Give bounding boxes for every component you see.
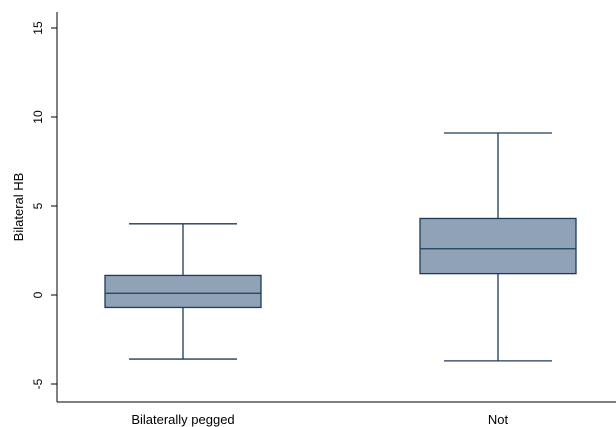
x-tick-label: Not	[488, 412, 509, 427]
y-tick-label: -5	[31, 378, 45, 389]
y-tick-label: 0	[31, 291, 45, 298]
box-series-1	[104, 223, 262, 360]
y-tick-label: 5	[31, 202, 45, 209]
y-ticks: -5 0 5 10 15	[31, 21, 57, 389]
y-tick-label: 15	[31, 21, 45, 35]
y-axis-label: Bilateral HB	[11, 173, 26, 242]
boxes-layer	[104, 132, 577, 362]
iqr-box	[419, 217, 577, 275]
iqr-box	[104, 274, 262, 309]
x-tick-labels: Bilaterally pegged Not	[131, 412, 508, 427]
x-tick-label: Bilaterally pegged	[131, 412, 234, 427]
box-series-2	[419, 132, 577, 362]
y-tick-label: 10	[31, 110, 45, 124]
